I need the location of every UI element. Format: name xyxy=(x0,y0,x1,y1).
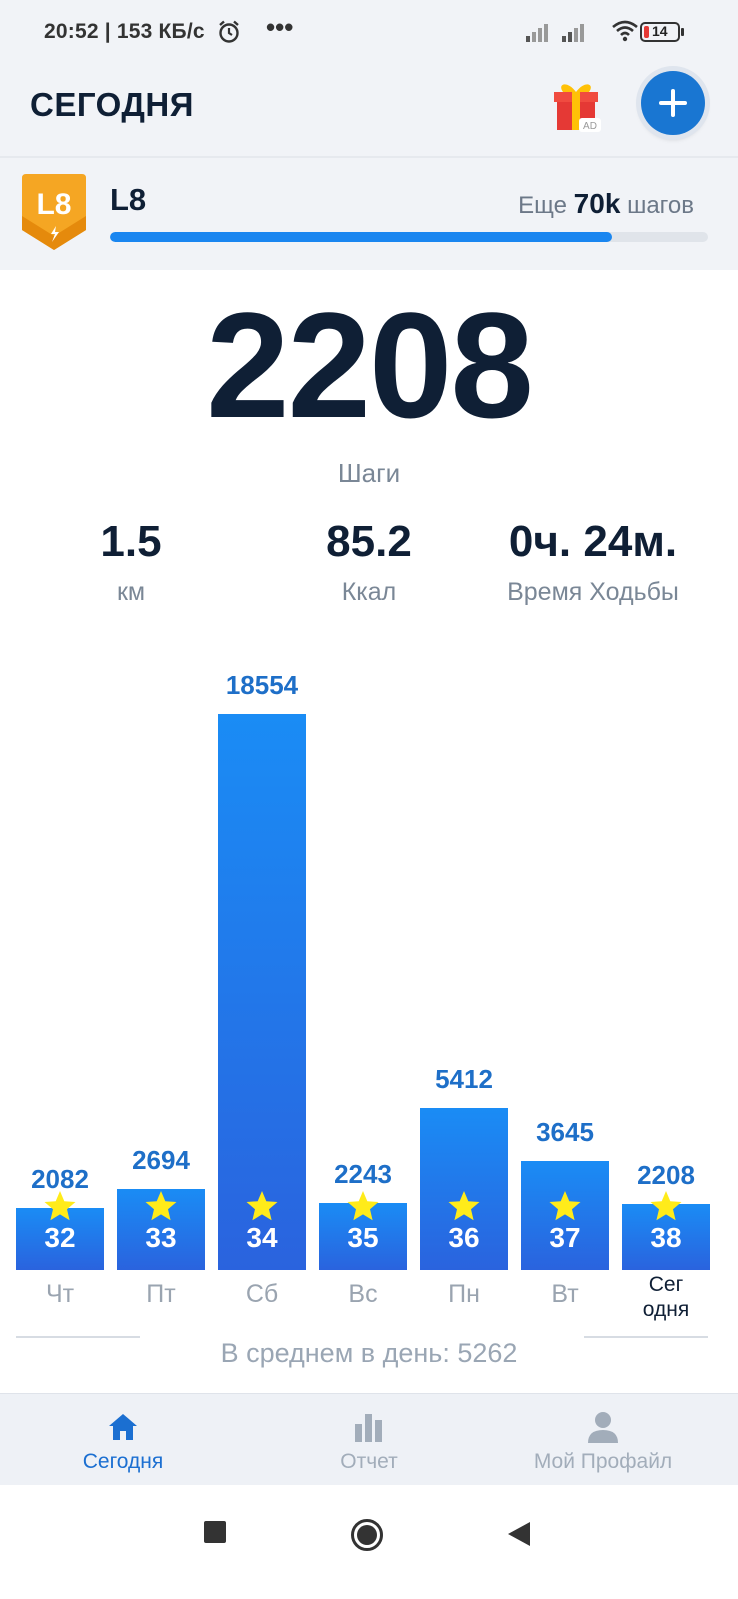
level-badge-icon: L8 xyxy=(22,174,86,250)
level-badge-text: L8 xyxy=(36,188,71,221)
star-icon xyxy=(347,1191,379,1221)
chart-day-number: 32 xyxy=(44,1222,76,1253)
level-progress-bar xyxy=(110,232,708,242)
chart-day-label: Вт xyxy=(551,1280,579,1308)
chart-day-number: 37 xyxy=(549,1222,581,1253)
chart-bar[interactable]: 33 xyxy=(117,1189,205,1270)
wifi-icon xyxy=(612,20,638,42)
home-button-icon[interactable] xyxy=(350,1518,384,1552)
chart-day-label: Сб xyxy=(245,1280,279,1308)
level-remaining-value: 70k xyxy=(573,188,621,219)
status-time: 20:52 | 153 КБ/с xyxy=(44,20,205,43)
star-icon xyxy=(145,1191,177,1221)
chart-value-label: 18554 xyxy=(225,670,299,700)
chart-day-label: Пн xyxy=(448,1280,480,1308)
stat-walk-time-value: 0ч. 24м. xyxy=(508,517,678,566)
chart-value-label: 2208 xyxy=(637,1160,695,1190)
chart-value-label: 3645 xyxy=(536,1117,594,1147)
gift-ad-label: AD xyxy=(583,121,597,132)
star-icon xyxy=(448,1191,480,1221)
level-remaining-suffix: шагов xyxy=(627,192,694,219)
signal-icon xyxy=(526,24,548,42)
star-icon xyxy=(44,1191,76,1221)
chart-day-number: 34 xyxy=(246,1222,278,1253)
chart-bar[interactable]: 38 xyxy=(622,1191,710,1270)
level-section: L8 L8 Еще 70k шагов xyxy=(0,158,738,270)
nav-tab-report[interactable]: Отчет xyxy=(246,1394,492,1486)
battery-level: 14 xyxy=(652,23,668,39)
chart-day-number: 33 xyxy=(145,1222,177,1253)
status-bar: 20:52 | 153 КБ/с ••• 14 xyxy=(0,0,738,66)
nav-tab-today-label: Сегодня xyxy=(82,1450,164,1473)
stat-distance-label: км xyxy=(116,578,146,606)
chart-value-label: 2082 xyxy=(31,1164,89,1194)
level-name: L8 xyxy=(110,182,147,217)
star-icon xyxy=(650,1191,682,1221)
chart-value-label: 5412 xyxy=(435,1064,493,1094)
chart-day-number: 35 xyxy=(347,1222,379,1253)
page-title: СЕГОДНЯ xyxy=(30,86,194,123)
steps-label: Шаги xyxy=(337,458,401,488)
nav-tab-profile-label: Мой Профайл xyxy=(533,1450,673,1473)
chart-day-number: 38 xyxy=(650,1222,682,1253)
person-icon xyxy=(588,1412,618,1443)
level-remaining: Еще 70k шагов xyxy=(518,188,694,220)
chart-bar[interactable]: 37 xyxy=(521,1161,609,1270)
recents-icon[interactable] xyxy=(204,1521,226,1543)
stat-walk-time-label: Время Ходьбы xyxy=(507,578,679,606)
steps-count: 2208 xyxy=(206,281,534,449)
weekly-steps-chart: 32 2082 Чт 33 2694 Пт 34 18554 Сб 35 2243 Вс 36 5412 П… xyxy=(0,660,738,1360)
back-icon[interactable] xyxy=(506,1520,532,1548)
level-remaining-prefix: Еще xyxy=(518,192,567,219)
chart-value-label: 2694 xyxy=(132,1145,190,1175)
chart-day-label: Сег одня xyxy=(642,1273,690,1321)
stat-distance: 1.5 км xyxy=(8,516,254,607)
level-progress-fill xyxy=(110,232,613,242)
daily-average: В среднем в день: 5262 xyxy=(220,1338,518,1368)
system-nav-bar xyxy=(0,1485,738,1599)
star-icon xyxy=(246,1191,278,1221)
chart-day-label: Чт xyxy=(45,1280,75,1308)
gift-icon[interactable]: AD xyxy=(553,78,603,134)
chart-bar[interactable]: 35 xyxy=(319,1191,407,1270)
nav-tab-report-label: Отчет xyxy=(340,1450,398,1473)
chart-day-label: Вс xyxy=(348,1280,378,1308)
nav-tab-today[interactable]: Сегодня xyxy=(0,1394,246,1486)
chart-bar[interactable]: 36 xyxy=(420,1108,508,1270)
battery-icon: 14 xyxy=(640,22,684,42)
more-notifications: ••• xyxy=(266,12,294,42)
stat-walk-time: 0ч. 24м. Время Ходьбы xyxy=(470,516,716,607)
chart-bar[interactable]: 34 xyxy=(218,714,306,1270)
chart-value-label: 2243 xyxy=(334,1159,392,1189)
bar-chart-icon xyxy=(355,1414,382,1442)
add-button[interactable] xyxy=(641,71,705,135)
home-icon xyxy=(109,1414,137,1440)
average-divider-left xyxy=(16,1336,140,1338)
chart-bar[interactable]: 32 xyxy=(16,1191,104,1270)
app-bar: СЕГОДНЯ AD xyxy=(0,66,738,156)
alarm-icon xyxy=(219,20,239,43)
star-icon xyxy=(549,1191,581,1221)
stat-calories-value: 85.2 xyxy=(326,517,412,566)
average-divider-right xyxy=(584,1336,708,1338)
bottom-nav: Сегодня Отчет Мой Профайл xyxy=(0,1393,738,1486)
stat-distance-value: 1.5 xyxy=(100,517,162,566)
divider xyxy=(0,156,738,158)
stat-calories: 85.2 Ккал xyxy=(246,516,492,607)
nav-tab-profile[interactable]: Мой Профайл xyxy=(480,1394,726,1486)
signal-icon-2 xyxy=(562,24,584,42)
chart-day-label: Пт xyxy=(146,1280,176,1308)
stat-calories-label: Ккал xyxy=(341,578,397,606)
chart-day-number: 36 xyxy=(448,1222,480,1253)
